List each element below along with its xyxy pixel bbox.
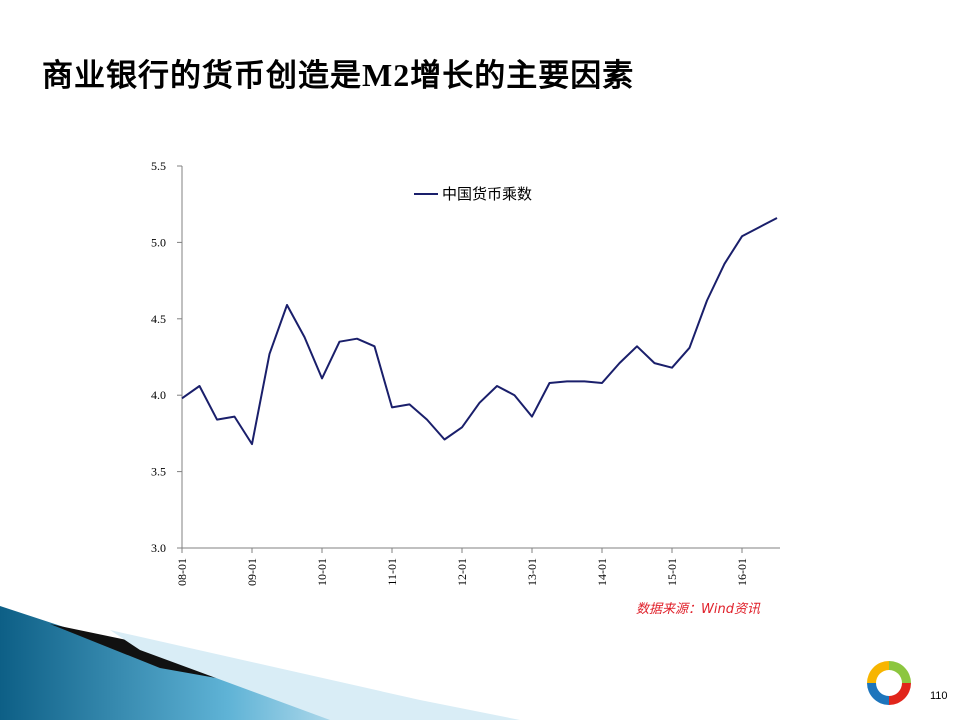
data-point <box>759 226 761 228</box>
data-point <box>391 406 393 408</box>
data-point <box>216 419 218 421</box>
data-point <box>706 299 708 301</box>
page-title: 商业银行的货币创造是M2增长的主要因素 <box>42 50 634 95</box>
data-point <box>321 377 323 379</box>
data-point <box>461 426 463 428</box>
data-point <box>741 235 743 237</box>
data-point <box>269 353 271 355</box>
data-point <box>531 416 533 418</box>
x-tick-label: 11-01 <box>385 558 399 586</box>
data-point <box>549 382 551 384</box>
data-point <box>689 347 691 349</box>
data-source-note: 数据来源：Wind资讯 <box>636 602 760 617</box>
data-point <box>671 367 673 369</box>
data-point <box>356 338 358 340</box>
data-point <box>339 341 341 343</box>
y-tick-label: 3.5 <box>151 465 166 479</box>
data-point <box>199 385 201 387</box>
legend-label: 中国货币乘数 <box>442 185 532 203</box>
data-point <box>776 217 778 219</box>
money-multiplier-chart: 3.0 3.5 4.0 4.5 5.0 5.5 08-01 09-01 10-01 11-01 12… <box>151 159 780 586</box>
data-point <box>234 416 236 418</box>
x-tick-label: 15-01 <box>665 558 679 586</box>
data-point <box>636 345 638 347</box>
data-point <box>584 380 586 382</box>
page-number: 110 <box>930 690 948 702</box>
data-point <box>566 380 568 382</box>
data-point <box>286 304 288 306</box>
x-tick-label: 14-01 <box>595 558 609 586</box>
data-point <box>654 362 656 364</box>
data-point <box>304 336 306 338</box>
x-tick-label: 16-01 <box>735 558 749 586</box>
data-point <box>444 439 446 441</box>
data-point <box>426 419 428 421</box>
data-point <box>251 443 253 445</box>
decor-blue-band <box>0 606 380 720</box>
data-point <box>479 402 481 404</box>
decor-light-stripe <box>110 630 520 720</box>
title-part-2: 增长的主要因素 <box>410 58 635 94</box>
x-tick-label: 08-01 <box>175 558 189 586</box>
x-tick-label: 10-01 <box>315 558 329 586</box>
y-tick-label: 4.5 <box>151 312 166 326</box>
y-tick-label: 5.5 <box>151 159 166 173</box>
data-point <box>374 345 376 347</box>
data-point <box>409 403 411 405</box>
data-point <box>181 397 183 399</box>
x-tick-label: 12-01 <box>455 558 469 586</box>
decorative-swoosh <box>0 606 520 720</box>
y-tick-label: 4.0 <box>151 388 166 402</box>
x-tick-label: 13-01 <box>525 558 539 586</box>
x-tick-label: 09-01 <box>245 558 259 586</box>
y-tick-label: 5.0 <box>151 235 166 249</box>
title-part-latin: M2 <box>362 57 411 93</box>
series-line-money-multiplier <box>181 217 778 446</box>
data-point <box>514 394 516 396</box>
y-tick-label: 3.0 <box>151 541 166 555</box>
company-logo-icon <box>867 661 911 705</box>
title-part-1: 商业银行的货币创造是 <box>42 58 362 94</box>
data-point <box>601 382 603 384</box>
data-point <box>496 385 498 387</box>
data-point <box>619 362 621 364</box>
data-point <box>724 263 726 265</box>
